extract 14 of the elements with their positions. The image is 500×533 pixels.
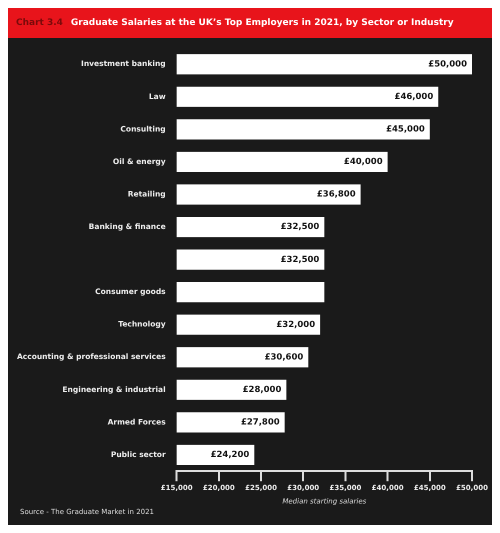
data-label: £32,500 [280,222,320,232]
data-label: £45,000 [386,124,425,135]
data-label: £27,800 [240,418,280,428]
data-label: £50,000 [428,59,468,70]
data-label: £32,500 [280,254,320,265]
data-label: £24,200 [210,450,250,460]
data-label: £36,800 [316,190,356,200]
data-label: £40,000 [344,157,383,168]
data-label: £28,000 [242,385,282,396]
data-label: £30,600 [264,352,304,362]
data-label: £32,000 [276,320,316,330]
caption: Chart 3.4 [16,18,63,28]
chart-title: Graduate Salaries at the UK’s Top Employers in 2021, by Sector or Industry [70,18,454,28]
data-label: £46,000 [394,92,434,102]
